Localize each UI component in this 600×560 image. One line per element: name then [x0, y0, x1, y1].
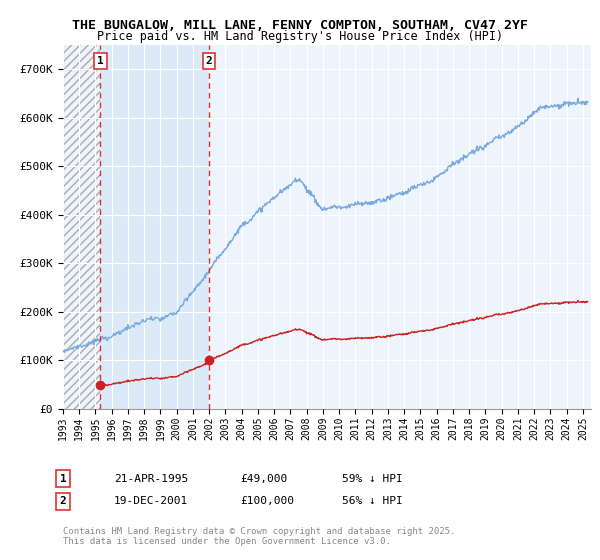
Text: 19-DEC-2001: 19-DEC-2001: [114, 496, 188, 506]
Text: £49,000: £49,000: [240, 474, 287, 484]
Text: 21-APR-1995: 21-APR-1995: [114, 474, 188, 484]
Text: 56% ↓ HPI: 56% ↓ HPI: [342, 496, 403, 506]
Text: 2: 2: [205, 56, 212, 66]
Text: 2: 2: [59, 496, 67, 506]
Text: Contains HM Land Registry data © Crown copyright and database right 2025.
This d: Contains HM Land Registry data © Crown c…: [63, 527, 455, 546]
Bar: [100, 45, 209, 409]
Bar: [63, 45, 100, 409]
Text: 1: 1: [59, 474, 67, 484]
Text: £100,000: £100,000: [240, 496, 294, 506]
Text: 59% ↓ HPI: 59% ↓ HPI: [342, 474, 403, 484]
Text: 1: 1: [97, 56, 104, 66]
Text: Price paid vs. HM Land Registry's House Price Index (HPI): Price paid vs. HM Land Registry's House …: [97, 30, 503, 43]
Text: THE BUNGALOW, MILL LANE, FENNY COMPTON, SOUTHAM, CV47 2YF: THE BUNGALOW, MILL LANE, FENNY COMPTON, …: [72, 18, 528, 32]
